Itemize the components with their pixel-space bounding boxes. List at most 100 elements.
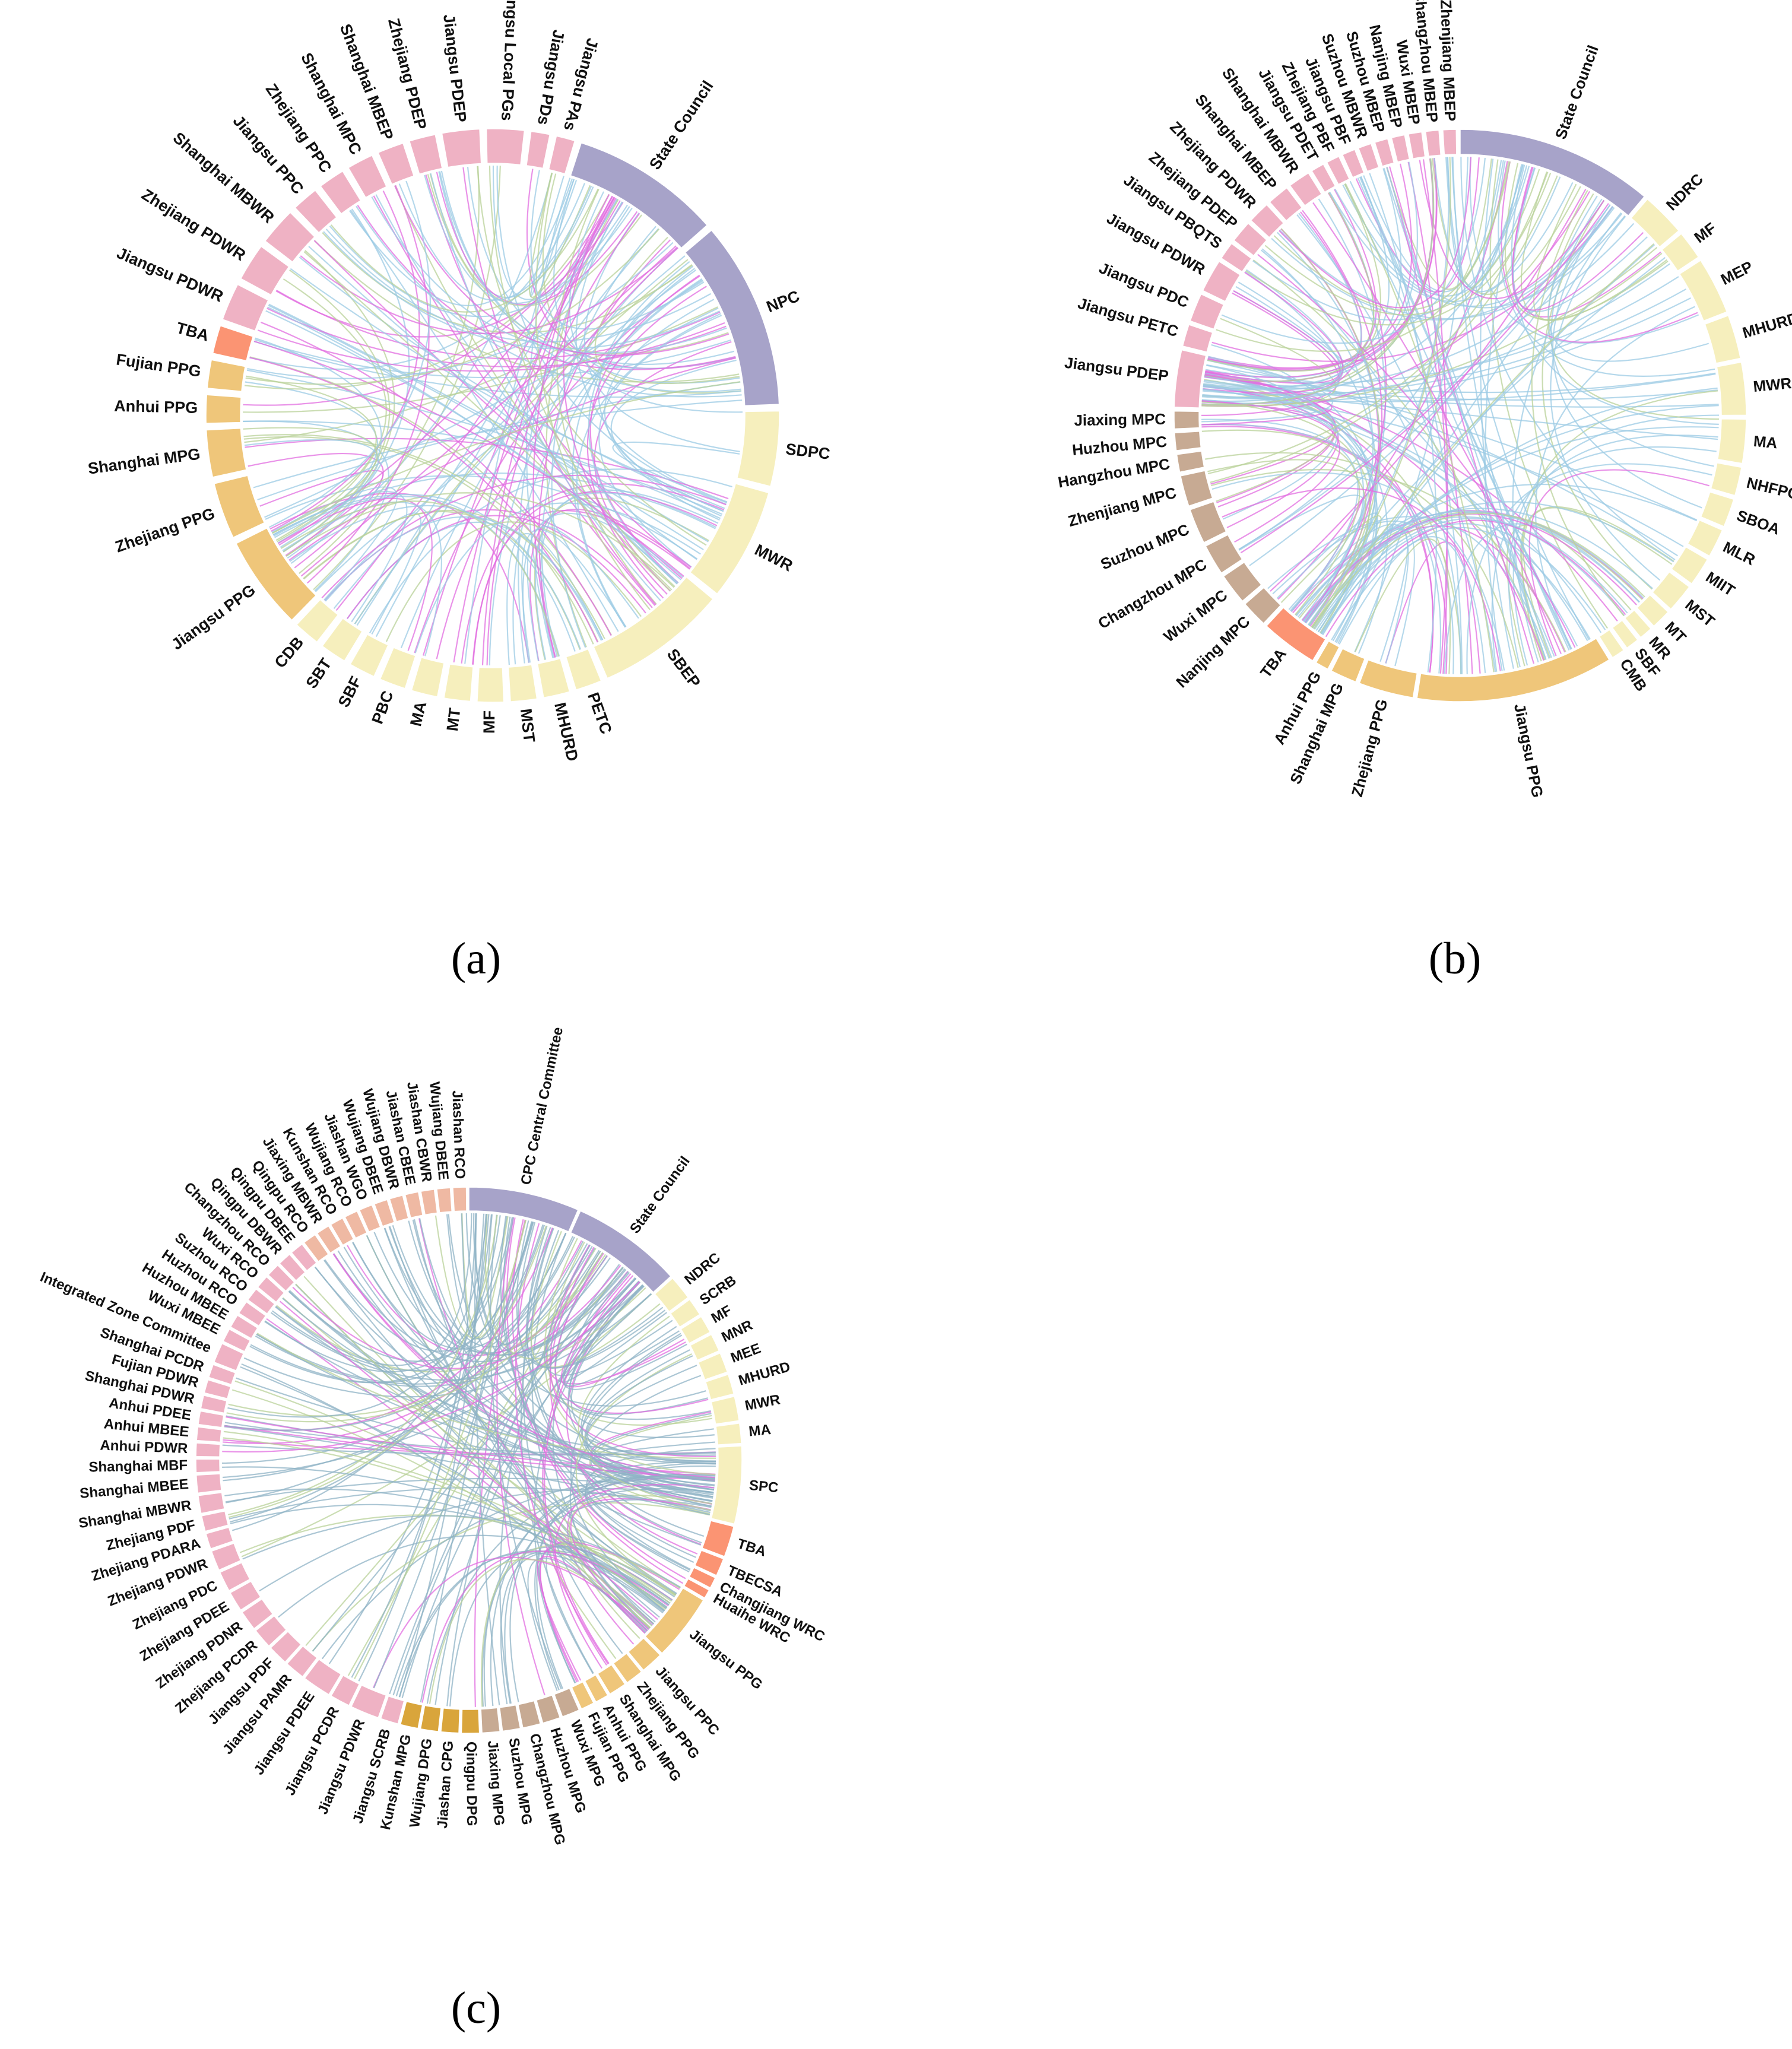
chord-link: [1320, 523, 1606, 635]
node-arc-jiangsu-pamr: [286, 1645, 318, 1677]
chord-link: [303, 251, 671, 592]
node-label-sboa: SBOA: [1734, 506, 1783, 538]
chord-link: [1311, 157, 1451, 628]
node-arc-mt: [1636, 594, 1669, 627]
node-label-qingpu-dpg: Qingpu DPG: [463, 1742, 480, 1826]
node-arc-jiangsu-pcdr: [330, 1674, 360, 1707]
node-arc-sbf: [350, 633, 389, 677]
chord-link: [1201, 426, 1434, 673]
node-label-mf: MF: [480, 711, 498, 734]
node-arc-zhejiang-pdwr: [1250, 204, 1284, 239]
node-arc-shanghai-mbep: [1268, 187, 1303, 221]
chord-link: [223, 1240, 582, 1444]
chord-link: [1205, 452, 1519, 668]
node-arc-anhui-ppg: [584, 1674, 608, 1703]
node-arc-jiangsu-pdwr: [1202, 261, 1241, 302]
node-arc-zhejiang-pdara: [205, 1527, 234, 1550]
node-arc-zhejiang-ppg: [213, 475, 265, 538]
chord-link: [228, 1214, 498, 1516]
chord-link: [306, 185, 430, 584]
node-arc-tba: [1265, 607, 1327, 661]
node-arc-suzhou-mbep: [1374, 138, 1395, 167]
chord-link: [1210, 469, 1566, 652]
chord-link: [572, 268, 695, 628]
node-label-sbep: SBEP: [664, 645, 704, 691]
node-arc-qingpu-dpg: [461, 1708, 480, 1734]
node-label-zhenjiang-mbep: Zhenjiang MBEP: [1437, 0, 1460, 122]
node-arc-state-council: [570, 1210, 672, 1293]
chord-link: [1460, 156, 1676, 560]
node-arc-integrated-zone-committee: [213, 1343, 245, 1372]
chord-link: [538, 239, 671, 658]
node-arc-jiaxing-mbwr: [316, 1225, 342, 1254]
chord-link: [256, 1333, 716, 1459]
node-arc-jiashan-rco: [452, 1187, 467, 1212]
node-arc-mf: [477, 667, 505, 703]
node-arc-zhenjiang-mbep: [1442, 129, 1457, 156]
chord-link: [1512, 212, 1622, 663]
node-arc-petc: [565, 648, 602, 691]
node-arc-changzhou-mpg: [518, 1700, 541, 1728]
chord-link: [323, 231, 720, 350]
chord-link: [272, 381, 741, 534]
node-label-mwr: MWR: [1752, 374, 1792, 395]
node-arc-jiangsu-pds: [526, 131, 551, 169]
chord-link: [399, 1213, 485, 1698]
chord-link: [389, 1226, 648, 1632]
chord-link: [250, 1224, 544, 1384]
node-label-mep: MEP: [1718, 258, 1756, 288]
chord-link: [279, 1301, 658, 1620]
chord-link: [598, 315, 722, 568]
chord-link: [224, 1426, 711, 1514]
chord-link: [253, 340, 684, 577]
chord-link: [1290, 510, 1640, 612]
chord-link: [1511, 167, 1644, 311]
node-label-suzhou-mpc: Suzhou MPC: [1098, 520, 1192, 573]
chord-link: [312, 1272, 630, 1652]
chord-link: [489, 166, 675, 588]
node-label-tba: TBA: [175, 319, 211, 345]
chord-link: [549, 1244, 716, 1457]
node-arc-zhejiang-pdee: [229, 1580, 262, 1611]
node-arc-scrb: [670, 1299, 700, 1328]
node-arc-jiangsu-ppc: [627, 1637, 661, 1671]
chord-link: [1344, 183, 1552, 658]
chord-link: [260, 321, 612, 636]
node-arc-wuxi-rco: [257, 1276, 285, 1303]
node-arc-jiangsu-pdet: [1311, 163, 1336, 193]
chord-link: [1201, 400, 1341, 543]
chord-link: [464, 179, 578, 664]
node-arc-jiangsu-pbf: [1341, 148, 1365, 178]
chord-link: [1296, 508, 1653, 617]
chord-link: [228, 1248, 597, 1417]
chord-link: [1550, 215, 1661, 581]
node-label-anhui-ppg: Anhui PPG: [114, 397, 198, 417]
chord-link: [1257, 253, 1576, 648]
chord-link: [1388, 166, 1535, 664]
chord-link: [244, 194, 610, 390]
node-arc-jiaxing-mpg: [480, 1707, 501, 1734]
node-label-mf: MF: [709, 1302, 734, 1327]
chord-link: [1484, 164, 1523, 671]
node-label-mhurd: MHURD: [551, 701, 582, 763]
chord-link: [1203, 271, 1344, 394]
chord-link: [1279, 157, 1472, 309]
node-arc-mr: [1624, 609, 1652, 638]
node-arc-jiangsu-local-pgs: [486, 128, 525, 166]
node-label-mwr: MWR: [752, 541, 796, 575]
node-arc-ndrc: [1630, 198, 1680, 248]
chord-link: [245, 229, 660, 385]
node-arc-wujiang-dpg: [420, 1705, 442, 1732]
node-arc-mnr: [689, 1334, 720, 1361]
node-arc-jiangsu-pas: [548, 135, 576, 175]
chord-link: [1207, 192, 1375, 372]
chord-link: [1312, 202, 1562, 654]
chord-link: [1308, 501, 1674, 626]
chord-link: [394, 185, 730, 356]
node-arc-sboa: [1700, 491, 1734, 527]
chord-link: [1264, 169, 1540, 316]
node-arc-zhejiang-ppc: [320, 170, 361, 215]
chord-link: [369, 468, 732, 634]
node-arc-mhurd: [705, 1374, 735, 1400]
